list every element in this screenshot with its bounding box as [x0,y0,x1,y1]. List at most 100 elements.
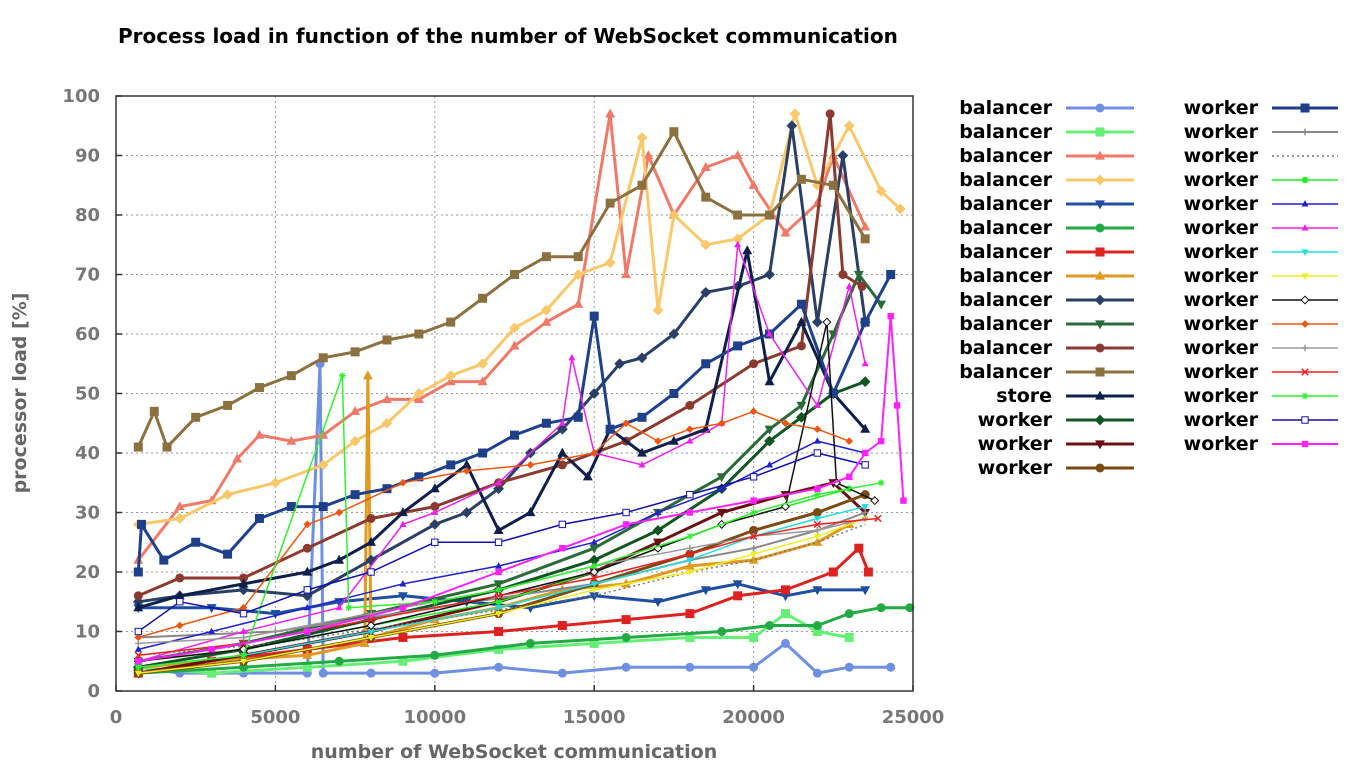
data-point [764,425,775,435]
data-point [828,180,838,190]
data-point [303,520,312,529]
data-point [303,603,311,611]
plot-area [132,108,915,679]
data-point [654,508,662,516]
data-point [362,370,373,380]
y-tick-label: 60 [75,324,100,345]
legend-marker [1095,270,1105,280]
data-point [494,662,504,672]
data-point [133,567,143,577]
data-point [749,532,758,541]
data-point [636,132,648,144]
data-point [590,587,598,594]
data-point [366,513,376,523]
data-point [208,627,216,635]
data-point [135,640,142,647]
legend-item: worker [1184,337,1338,359]
data-point [686,533,694,540]
data-point [135,664,142,671]
series-12 [133,127,870,452]
data-point [359,638,370,647]
data-point [886,270,896,279]
data-point [764,435,775,447]
data-point [446,317,456,327]
data-point [399,478,407,487]
data-point [509,340,520,350]
data-point [732,150,743,160]
legend-marker [1095,390,1105,400]
data-point [240,658,248,666]
data-point [837,150,849,161]
data-point [414,472,424,482]
legend-marker [1301,320,1309,328]
data-point [430,650,440,660]
data-point [700,286,712,298]
series-31 [135,312,907,665]
data-point [796,299,806,309]
legend-label: worker [1184,145,1259,167]
data-point [286,435,297,445]
data-point [813,425,822,434]
series-24 [134,515,869,677]
data-point [861,461,869,469]
data-point [174,501,185,511]
data-point [588,554,600,566]
data-point [335,603,343,611]
data-point [717,627,727,636]
y-tick-label: 0 [87,681,100,702]
data-point [874,514,882,523]
legend-label: worker [1184,241,1259,263]
series-2 [133,609,854,678]
data-point [461,507,473,518]
data-point [870,496,880,506]
data-point [239,573,249,583]
series-line [137,112,867,562]
data-point [559,545,566,552]
data-point [854,543,864,553]
data-point [222,489,233,501]
data-point [493,524,504,534]
data-point [686,557,694,564]
data-point [494,627,504,636]
data-point [541,316,552,326]
data-point [495,562,503,569]
legend-item: balancer [959,145,1134,167]
legend-label: worker [1184,433,1259,455]
data-point [668,435,679,445]
data-point [685,400,695,410]
legend-label: balancer [959,97,1052,119]
legend-label: worker [978,409,1053,431]
data-point [589,544,600,554]
data-point [254,513,264,523]
legend-label: balancer [959,313,1052,335]
legend-item: worker [1184,169,1338,191]
data-point [796,341,806,351]
data-point [207,668,217,678]
data-point [700,239,712,251]
data-point [495,568,502,576]
data-point [335,508,343,517]
data-point [844,662,854,672]
legend-label: balancer [959,241,1052,263]
data-point [733,210,743,220]
legend-label: worker [1184,265,1259,287]
data-point [812,627,822,636]
data-point [572,269,584,280]
data-point [686,550,694,558]
legend-marker [1301,200,1309,207]
data-point [686,569,694,576]
data-point [509,322,520,334]
legend-label: worker [1184,337,1259,359]
legend-marker [1095,440,1105,450]
data-point [812,621,822,631]
data-point [813,515,821,523]
legend-item: balancer [959,97,1134,119]
data-point [748,179,759,189]
data-point [270,477,281,489]
data-point [652,304,664,316]
data-point [861,359,869,367]
legend-item: worker [1184,289,1338,311]
data-point [814,485,821,492]
data-point [191,412,201,422]
